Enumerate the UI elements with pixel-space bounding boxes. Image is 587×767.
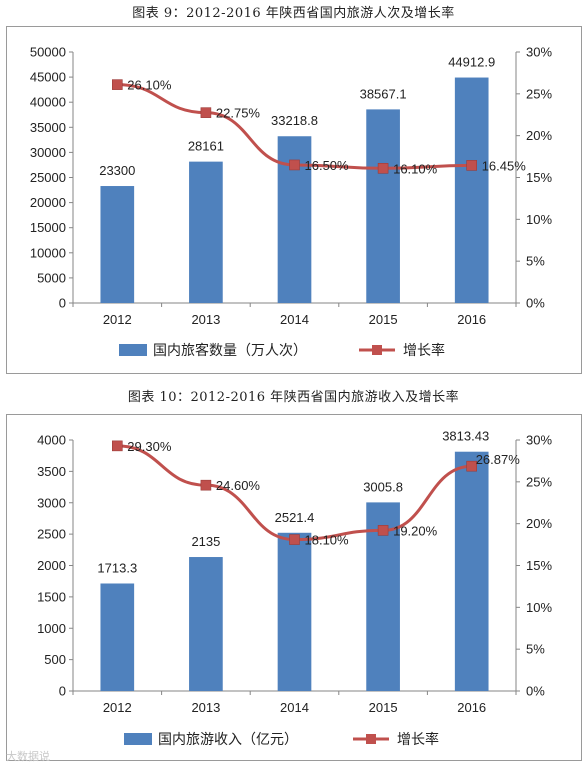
figure-10-caption: 图表 10：2012-2016 年陕西省国内旅游收入及增长率 (127, 390, 460, 405)
y-tick-label: 3000 (37, 495, 66, 510)
x-tick-label: 2015 (369, 312, 398, 327)
bar-data-label: 28161 (188, 139, 224, 154)
bar (189, 161, 223, 303)
y2-tick-label: 20% (526, 516, 552, 531)
y-tick-label: 30000 (30, 145, 66, 160)
legend-bar-swatch (119, 344, 147, 356)
bar-data-label: 3005.8 (363, 479, 403, 494)
x-tick-label: 2013 (191, 700, 220, 715)
growth-rate-marker (112, 79, 123, 90)
legend-line-label: 增长率 (397, 731, 439, 747)
growth-rate-marker (377, 525, 389, 536)
y-tick-label: 2500 (37, 527, 66, 542)
y-tick-label: 2000 (37, 558, 66, 573)
y-tick-label: 0 (59, 684, 66, 699)
y-tick-label: 20000 (30, 195, 66, 210)
legend-bar-label: 国内旅客数量（万人次） (153, 342, 307, 358)
legend-line-marker (372, 345, 382, 355)
y2-tick-label: 30% (526, 45, 552, 60)
y-tick-label: 5000 (37, 270, 66, 285)
x-tick-label: 2014 (280, 312, 309, 327)
x-tick-label: 2016 (457, 312, 486, 327)
y-tick-label: 25000 (30, 170, 66, 185)
bar (366, 109, 400, 303)
y2-tick-label: 5% (526, 254, 545, 269)
y-tick-label: 4000 (37, 433, 66, 448)
growth-rate-label: 26.10% (127, 78, 172, 93)
legend-line-label: 增长率 (403, 342, 445, 358)
y-tick-label: 40000 (30, 95, 66, 110)
watermark: 大数据说 (6, 750, 50, 763)
growth-rate-label: 16.45% (482, 158, 527, 173)
y2-tick-label: 20% (526, 128, 552, 143)
x-tick-label: 2014 (280, 700, 309, 715)
growth-rate-label: 24.60% (216, 478, 261, 493)
y-tick-label: 500 (44, 652, 66, 667)
y2-tick-label: 0% (526, 684, 545, 699)
growth-rate-label: 22.75% (216, 106, 261, 121)
y2-tick-label: 10% (526, 212, 552, 227)
bar (277, 532, 312, 691)
y2-tick-label: 25% (526, 474, 552, 489)
y2-tick-label: 15% (526, 170, 552, 185)
growth-rate-label: 18.10% (305, 533, 350, 548)
y-tick-label: 0 (59, 296, 66, 311)
y-tick-label: 50000 (30, 45, 66, 60)
figure-9-caption: 图表 9：2012-2016 年陕西省国内旅游人次及增长率 (132, 6, 455, 21)
chart-tourism-revenue: 0 500 1000 1500 2000 2500 3000 3500 4000 0% 5% 10% 1… (6, 414, 582, 761)
growth-rate-marker (466, 460, 478, 472)
x-tick-label: 2015 (369, 700, 398, 715)
x-tick-label: 2012 (103, 312, 132, 327)
chart-tourism-revenue-svg: 0 500 1000 1500 2000 2500 3000 3500 4000 0% 5% 10% 1… (37, 429, 552, 747)
x-tick-label: 2016 (457, 700, 486, 715)
growth-rate-marker (112, 440, 123, 452)
growth-rate-label: 16.10% (393, 161, 438, 176)
y2-tick-label: 30% (526, 433, 552, 448)
growth-rate-label: 29.30% (127, 439, 172, 454)
bar (454, 77, 489, 303)
bar-data-label: 3813.43 (442, 429, 489, 444)
bar-data-label: 2521.4 (275, 510, 315, 525)
y2-tick-label: 25% (526, 86, 552, 101)
y2-tick-label: 0% (526, 296, 545, 311)
bar (454, 451, 489, 691)
chart-tourist-visits: 0 5000 10000 15000 20000 25000 30000 35000 40000… (6, 26, 582, 374)
y2-tick-label: 10% (526, 600, 552, 615)
y-tick-label: 35000 (30, 120, 66, 135)
growth-rate-marker (200, 107, 212, 118)
x-tick-label: 2013 (191, 312, 220, 327)
y-tick-label: 15000 (30, 220, 66, 235)
y-tick-label: 1500 (37, 589, 66, 604)
legend-line-marker (366, 734, 376, 744)
growth-rate-marker (289, 159, 300, 171)
bar (100, 583, 135, 691)
y-tick-label: 3500 (37, 464, 66, 479)
bar-data-label: 23300 (99, 163, 135, 178)
bar-data-label: 1713.3 (97, 560, 137, 575)
legend-bar-label: 国内旅游收入（亿元） (158, 731, 298, 747)
legend-bar-swatch (124, 733, 152, 745)
bar-data-label: 2135 (191, 534, 220, 549)
growth-rate-label: 16.50% (305, 158, 350, 173)
y-tick-label: 45000 (30, 70, 66, 85)
y-tick-label: 10000 (30, 245, 66, 260)
y2-tick-label: 5% (526, 642, 545, 657)
chart-tourist-visits-svg: 0 5000 10000 15000 20000 25000 30000 35000 40000… (30, 45, 553, 359)
y-tick-label: 1000 (37, 621, 66, 636)
bar-data-label: 38567.1 (360, 86, 407, 101)
growth-rate-marker (377, 162, 389, 174)
bar-data-label: 44912.9 (448, 55, 495, 70)
growth-rate-marker (466, 160, 478, 171)
bar (100, 186, 135, 303)
growth-rate-marker (289, 534, 300, 545)
growth-rate-label: 19.20% (393, 523, 438, 538)
growth-rate-marker (200, 479, 212, 491)
x-tick-label: 2012 (103, 700, 132, 715)
growth-rate-label: 26.87% (476, 452, 521, 467)
bar (189, 557, 223, 691)
y2-tick-label: 15% (526, 558, 552, 573)
bar-data-label: 33218.8 (271, 113, 318, 128)
